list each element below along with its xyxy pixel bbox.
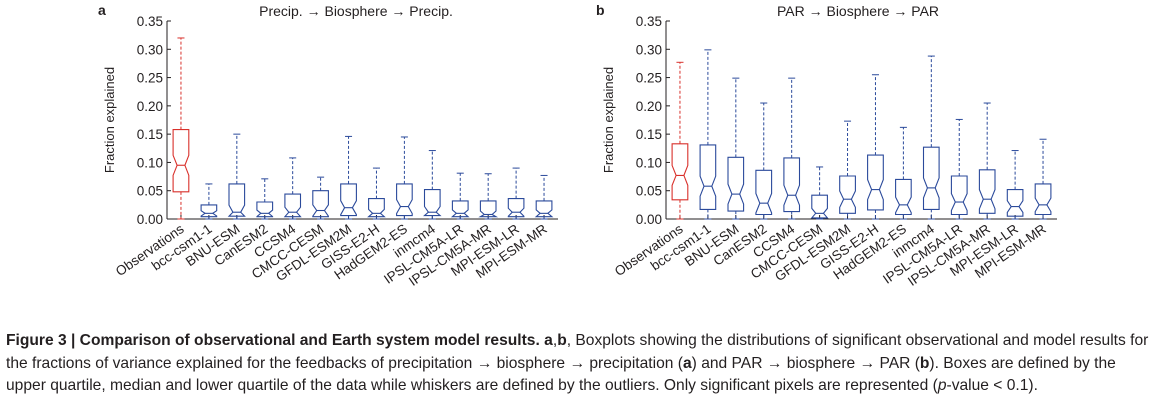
panel-letter: a (98, 2, 106, 18)
box-observations (172, 37, 190, 220)
y-tick-label: 0.30 (137, 42, 163, 57)
box-body (423, 189, 442, 217)
box-body (367, 198, 386, 218)
box-model (450, 172, 470, 220)
figure-boxplots: a Precip. → Biosphere → Precip. Fraction e… (98, 2, 1057, 289)
panel-a: a Precip. → Biosphere → Precip. Fraction e… (98, 2, 558, 289)
y-tick-label: 0.05 (137, 184, 163, 199)
box-model (312, 176, 329, 220)
y-tick-label: 0.25 (636, 71, 662, 86)
y-tick-label: 0.20 (636, 99, 662, 114)
caption-ref-b: b (919, 354, 930, 372)
box-body (200, 204, 218, 218)
y-axis-label: Fraction explained (601, 67, 616, 173)
y-axis-label: Fraction explained (102, 67, 117, 173)
box-body (867, 154, 884, 211)
y-tick-label: 0.35 (137, 14, 163, 29)
box-model (699, 49, 717, 220)
box-model (895, 126, 912, 220)
box-model (478, 173, 499, 220)
box-body (783, 157, 801, 213)
box-body (699, 144, 717, 210)
y-tick-label: 0.00 (137, 212, 163, 227)
caption-text-3: ). Boxes are defined by the upper quarti… (6, 354, 1116, 395)
box-body (478, 200, 499, 218)
box-model (340, 135, 357, 220)
box-body (507, 198, 525, 218)
y-tick-label: 0.10 (636, 155, 662, 170)
caption-panel-a: a (544, 332, 553, 349)
box-body (396, 183, 413, 217)
box-body (950, 175, 968, 216)
box-body (256, 201, 274, 218)
box-body (1034, 183, 1052, 216)
box-model (283, 157, 302, 220)
box-model (367, 167, 386, 220)
box-observations (671, 61, 689, 220)
box-body (283, 193, 302, 218)
box-body (1006, 189, 1024, 217)
y-tick-label: 0.25 (137, 71, 163, 86)
box-model (978, 102, 996, 220)
chart-title: PAR → Biosphere → PAR (777, 3, 939, 19)
box-body (895, 178, 912, 216)
box-model (423, 150, 442, 220)
box-body (172, 129, 190, 193)
chart-title: Precip. → Biosphere → Precip. (259, 3, 453, 19)
box-body (922, 146, 940, 210)
caption-panel-b: b (557, 332, 567, 349)
y-tick-label: 0.30 (636, 42, 662, 57)
box-body (978, 169, 996, 214)
caption-text-2: ) and PAR → biosphere → PAR ( (691, 354, 920, 372)
box-model (922, 55, 940, 220)
box-model (755, 102, 773, 220)
box-body (312, 190, 329, 218)
box-body (671, 143, 689, 201)
box-body (340, 183, 357, 217)
y-tick-label: 0.00 (636, 212, 662, 227)
box-model (810, 166, 829, 220)
y-tick-label: 0.20 (137, 99, 163, 114)
box-model (507, 167, 525, 220)
box-model (227, 133, 246, 220)
panel-b: b PAR → Biosphere → PAR Fraction explained… (596, 2, 1057, 289)
y-tick-label: 0.10 (137, 155, 163, 170)
caption-text-4: -value < 0.1). (946, 377, 1038, 394)
box-body (727, 156, 745, 212)
caption-text-1: , Boxplots showing the distributions of … (6, 332, 1149, 372)
box-model (950, 118, 968, 220)
caption-panel-sep: , (552, 332, 558, 349)
box-model (867, 74, 884, 220)
box-model (396, 136, 413, 220)
box-body (755, 169, 773, 216)
box-model (200, 183, 218, 220)
box-model (1006, 150, 1024, 220)
box-model (256, 178, 274, 220)
box-body (534, 200, 554, 218)
y-tick-label: 0.15 (137, 127, 163, 142)
box-body (227, 183, 246, 217)
box-model (727, 77, 745, 220)
box-body (810, 194, 829, 219)
box-model (1034, 138, 1052, 220)
caption-ref-a: a (682, 354, 692, 372)
caption-pvalue: p (937, 377, 947, 394)
figure-caption: Figure 3 | Comparison of observational a… (6, 330, 1156, 398)
y-tick-label: 0.35 (636, 14, 662, 29)
box-model (839, 120, 856, 220)
y-tick-label: 0.05 (636, 184, 662, 199)
panel-letter: b (596, 2, 605, 18)
caption-label: Figure 3 | Comparison of observational a… (6, 332, 540, 349)
box-model (783, 77, 801, 220)
y-tick-label: 0.15 (636, 127, 662, 142)
box-model (534, 174, 554, 220)
box-body (450, 200, 470, 218)
box-body (839, 175, 856, 214)
